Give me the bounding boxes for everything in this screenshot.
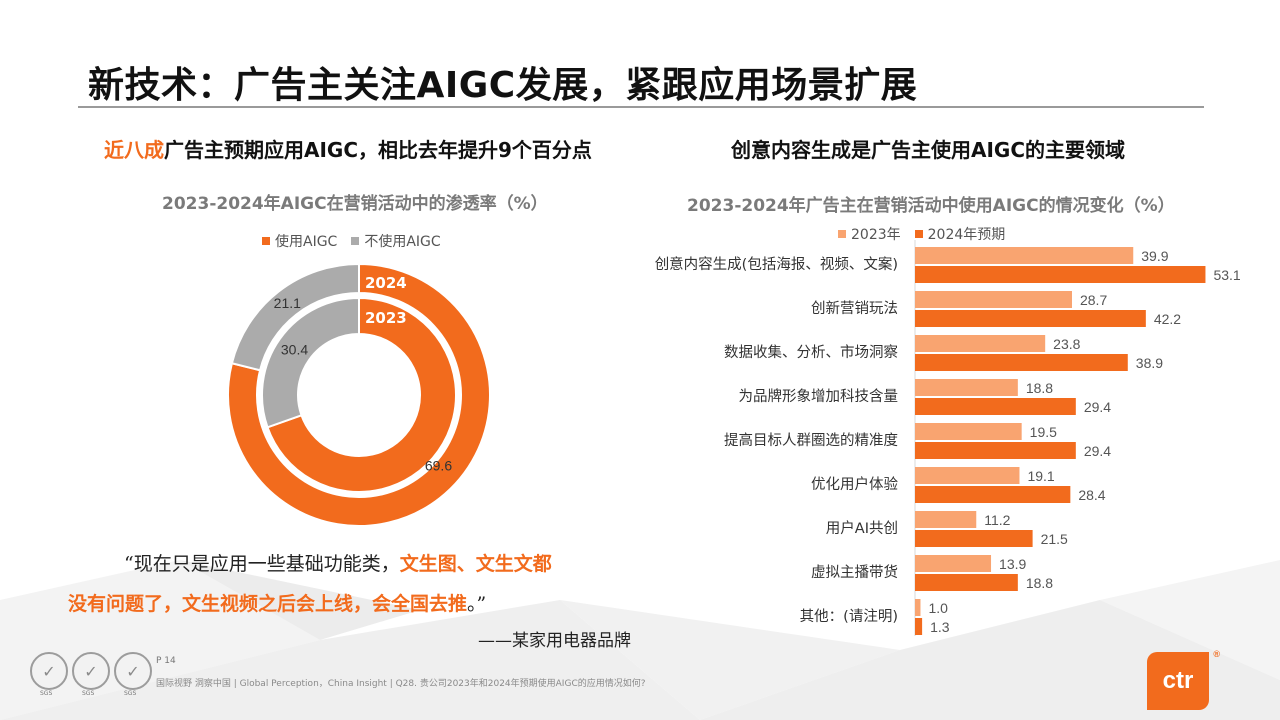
bar-2023: [915, 467, 1020, 484]
ctr-logo: ctr ®: [1147, 649, 1220, 710]
certification-badge: ✓ SGS: [30, 652, 68, 697]
check-icon: ✓: [42, 661, 56, 681]
donut-slice-2024-nouse: [230, 264, 360, 372]
bar-value-label: 53.1: [1213, 267, 1240, 283]
bar-2023: [915, 599, 921, 616]
donut-chart: 78.9 21.1 2024 69.6 30.4 2023: [228, 264, 490, 526]
quote-highlight-2: 没有问题了，文生视频之后会上线，会全国去推: [68, 593, 468, 615]
bar-value-label: 18.8: [1026, 380, 1053, 396]
legend-item-nouse: 不使用AIGC: [351, 231, 441, 251]
certification-badge: ✓ SGS: [72, 652, 110, 697]
bar-category-label: 创意内容生成(包括海报、视频、文案): [655, 255, 898, 273]
bar-2023: [915, 247, 1134, 264]
title-divider: [78, 106, 1204, 108]
bar-2024: [915, 486, 1071, 503]
bar-2024: [915, 530, 1033, 547]
quote-end: 。”: [467, 593, 487, 615]
right-subhead: 创意内容生成是广告主使用AIGC的主要领域: [731, 138, 1126, 162]
bar-2024: [915, 442, 1076, 459]
quote-plain: “现在只是应用一些基础功能类，: [124, 553, 400, 575]
bar-value-label: 42.2: [1154, 311, 1181, 327]
donut-chart-title: 2023-2024年AIGC在营销活动中的渗透率（%）: [162, 194, 548, 214]
bar-2024: [915, 354, 1128, 371]
donut-slice-2023-nouse: [261, 296, 360, 429]
donut-value-label-2023-use: 69.6: [425, 458, 452, 474]
bar-2024: [915, 266, 1206, 283]
legend-item-2023: 2023年: [838, 224, 901, 244]
bar-value-label: 11.2: [984, 512, 1010, 528]
bar-legend: 2023年 2024年预期: [838, 224, 1019, 244]
bar-2023: [915, 511, 977, 528]
badge-label: SGS: [40, 690, 53, 697]
bar-value-label: 23.8: [1053, 336, 1080, 352]
bar-value-label: 19.5: [1030, 424, 1057, 440]
bar-value-label: 28.4: [1078, 487, 1105, 503]
donut-slice-2024-use: [228, 264, 490, 526]
donut-value-label-2024-nouse: 21.1: [274, 295, 301, 311]
bar-value-label: 29.4: [1084, 399, 1111, 415]
check-icon: ✓: [84, 661, 98, 681]
subhead-highlight: 近八成: [104, 138, 164, 162]
bar-2024: [915, 618, 923, 635]
legend-label-use: 使用AIGC: [275, 234, 338, 250]
certification-badge: ✓ SGS: [114, 652, 152, 697]
bar-value-label: 38.9: [1136, 355, 1163, 371]
bar-value-label: 1.3: [930, 619, 950, 635]
bar-value-label: 19.1: [1027, 468, 1054, 484]
bar-2023: [915, 379, 1018, 396]
bar-chart: 创意内容生成(包括海报、视频、文案) 39.9 53.1 创新营销玩法 28.7 42.2…: [655, 240, 1241, 636]
ring-year-label-2024: 2024: [365, 274, 407, 292]
page-title: 新技术：广告主关注AIGC发展，紧跟应用场景扩展: [88, 65, 918, 106]
subhead-text: 广告主预期应用AIGC，相比去年提升9个百分点: [164, 138, 592, 162]
bar-chart-title: 2023-2024年广告主在营销活动中使用AIGC的情况变化（%）: [687, 196, 1175, 216]
quote-attribution: ——某家用电器品牌: [478, 631, 631, 651]
page-number: P 14: [156, 656, 176, 666]
bar-value-label: 18.8: [1026, 575, 1053, 591]
bar-category-label: 数据收集、分析、市场洞察: [724, 343, 898, 361]
quote-line-1: “现在只是应用一些基础功能类，文生图、文生文都: [68, 544, 668, 584]
bar-category-label: 提高目标人群圈选的精准度: [724, 432, 898, 449]
logo-text: ctr: [1162, 667, 1194, 694]
bar-2024: [915, 310, 1146, 327]
donut-value-label-2023-nouse: 30.4: [281, 341, 308, 357]
bar-2024: [915, 574, 1018, 591]
legend-item-2024: 2024年预期: [914, 224, 1006, 244]
bar-category-label: 创新营销玩法: [811, 300, 898, 317]
bar-category-label: 优化用户体验: [811, 476, 898, 493]
legend-label-2024: 2024年预期: [927, 227, 1006, 243]
bar-value-label: 39.9: [1141, 248, 1168, 264]
bar-2023: [915, 291, 1072, 308]
quote-highlight-1: 文生图、文生文都: [399, 553, 552, 575]
ring-year-label-2023: 2023: [365, 309, 407, 327]
left-subhead: 近八成广告主预期应用AIGC，相比去年提升9个百分点: [104, 134, 592, 163]
bar-value-label: 29.4: [1084, 443, 1111, 459]
bar-value-label: 13.9: [999, 556, 1026, 572]
bar-category-label: 虚拟主播带货: [811, 564, 898, 581]
footer-text: 国际视野 洞察中国 | Global Perception，China Insi…: [156, 679, 646, 689]
donut-value-label-2024-use: 78.9: [452, 524, 479, 526]
registered-mark: ®: [1213, 649, 1220, 659]
bar-category-label: 为品牌形象增加科技含量: [739, 388, 899, 405]
bar-value-label: 21.5: [1041, 531, 1068, 547]
bar-2023: [915, 335, 1046, 352]
legend-label-nouse: 不使用AIGC: [364, 234, 441, 250]
customer-quote: “现在只是应用一些基础功能类，文生图、文生文都 没有问题了，文生视频之后会上线，…: [68, 544, 668, 624]
legend-label-2023: 2023年: [851, 227, 901, 243]
bar-category-label: 其他：(请注明): [800, 608, 898, 625]
bar-value-label: 28.7: [1080, 292, 1107, 308]
badge-label: SGS: [82, 690, 95, 697]
donut-legend: 使用AIGC 不使用AIGC: [262, 231, 455, 251]
check-icon: ✓: [126, 661, 140, 681]
bar-2023: [915, 423, 1022, 440]
badge-label: SGS: [124, 690, 137, 697]
bar-value-label: 1.0: [928, 600, 948, 616]
donut-slice-2023-use: [266, 296, 457, 493]
certification-badges: ✓ SGS ✓ SGS ✓ SGS: [30, 652, 156, 697]
bar-2023: [915, 555, 992, 572]
legend-item-use: 使用AIGC: [262, 231, 337, 251]
bar-category-label: 用户AI共创: [826, 520, 898, 537]
bar-2024: [915, 398, 1076, 415]
quote-line-2: 没有问题了，文生视频之后会上线，会全国去推。”: [68, 584, 668, 624]
